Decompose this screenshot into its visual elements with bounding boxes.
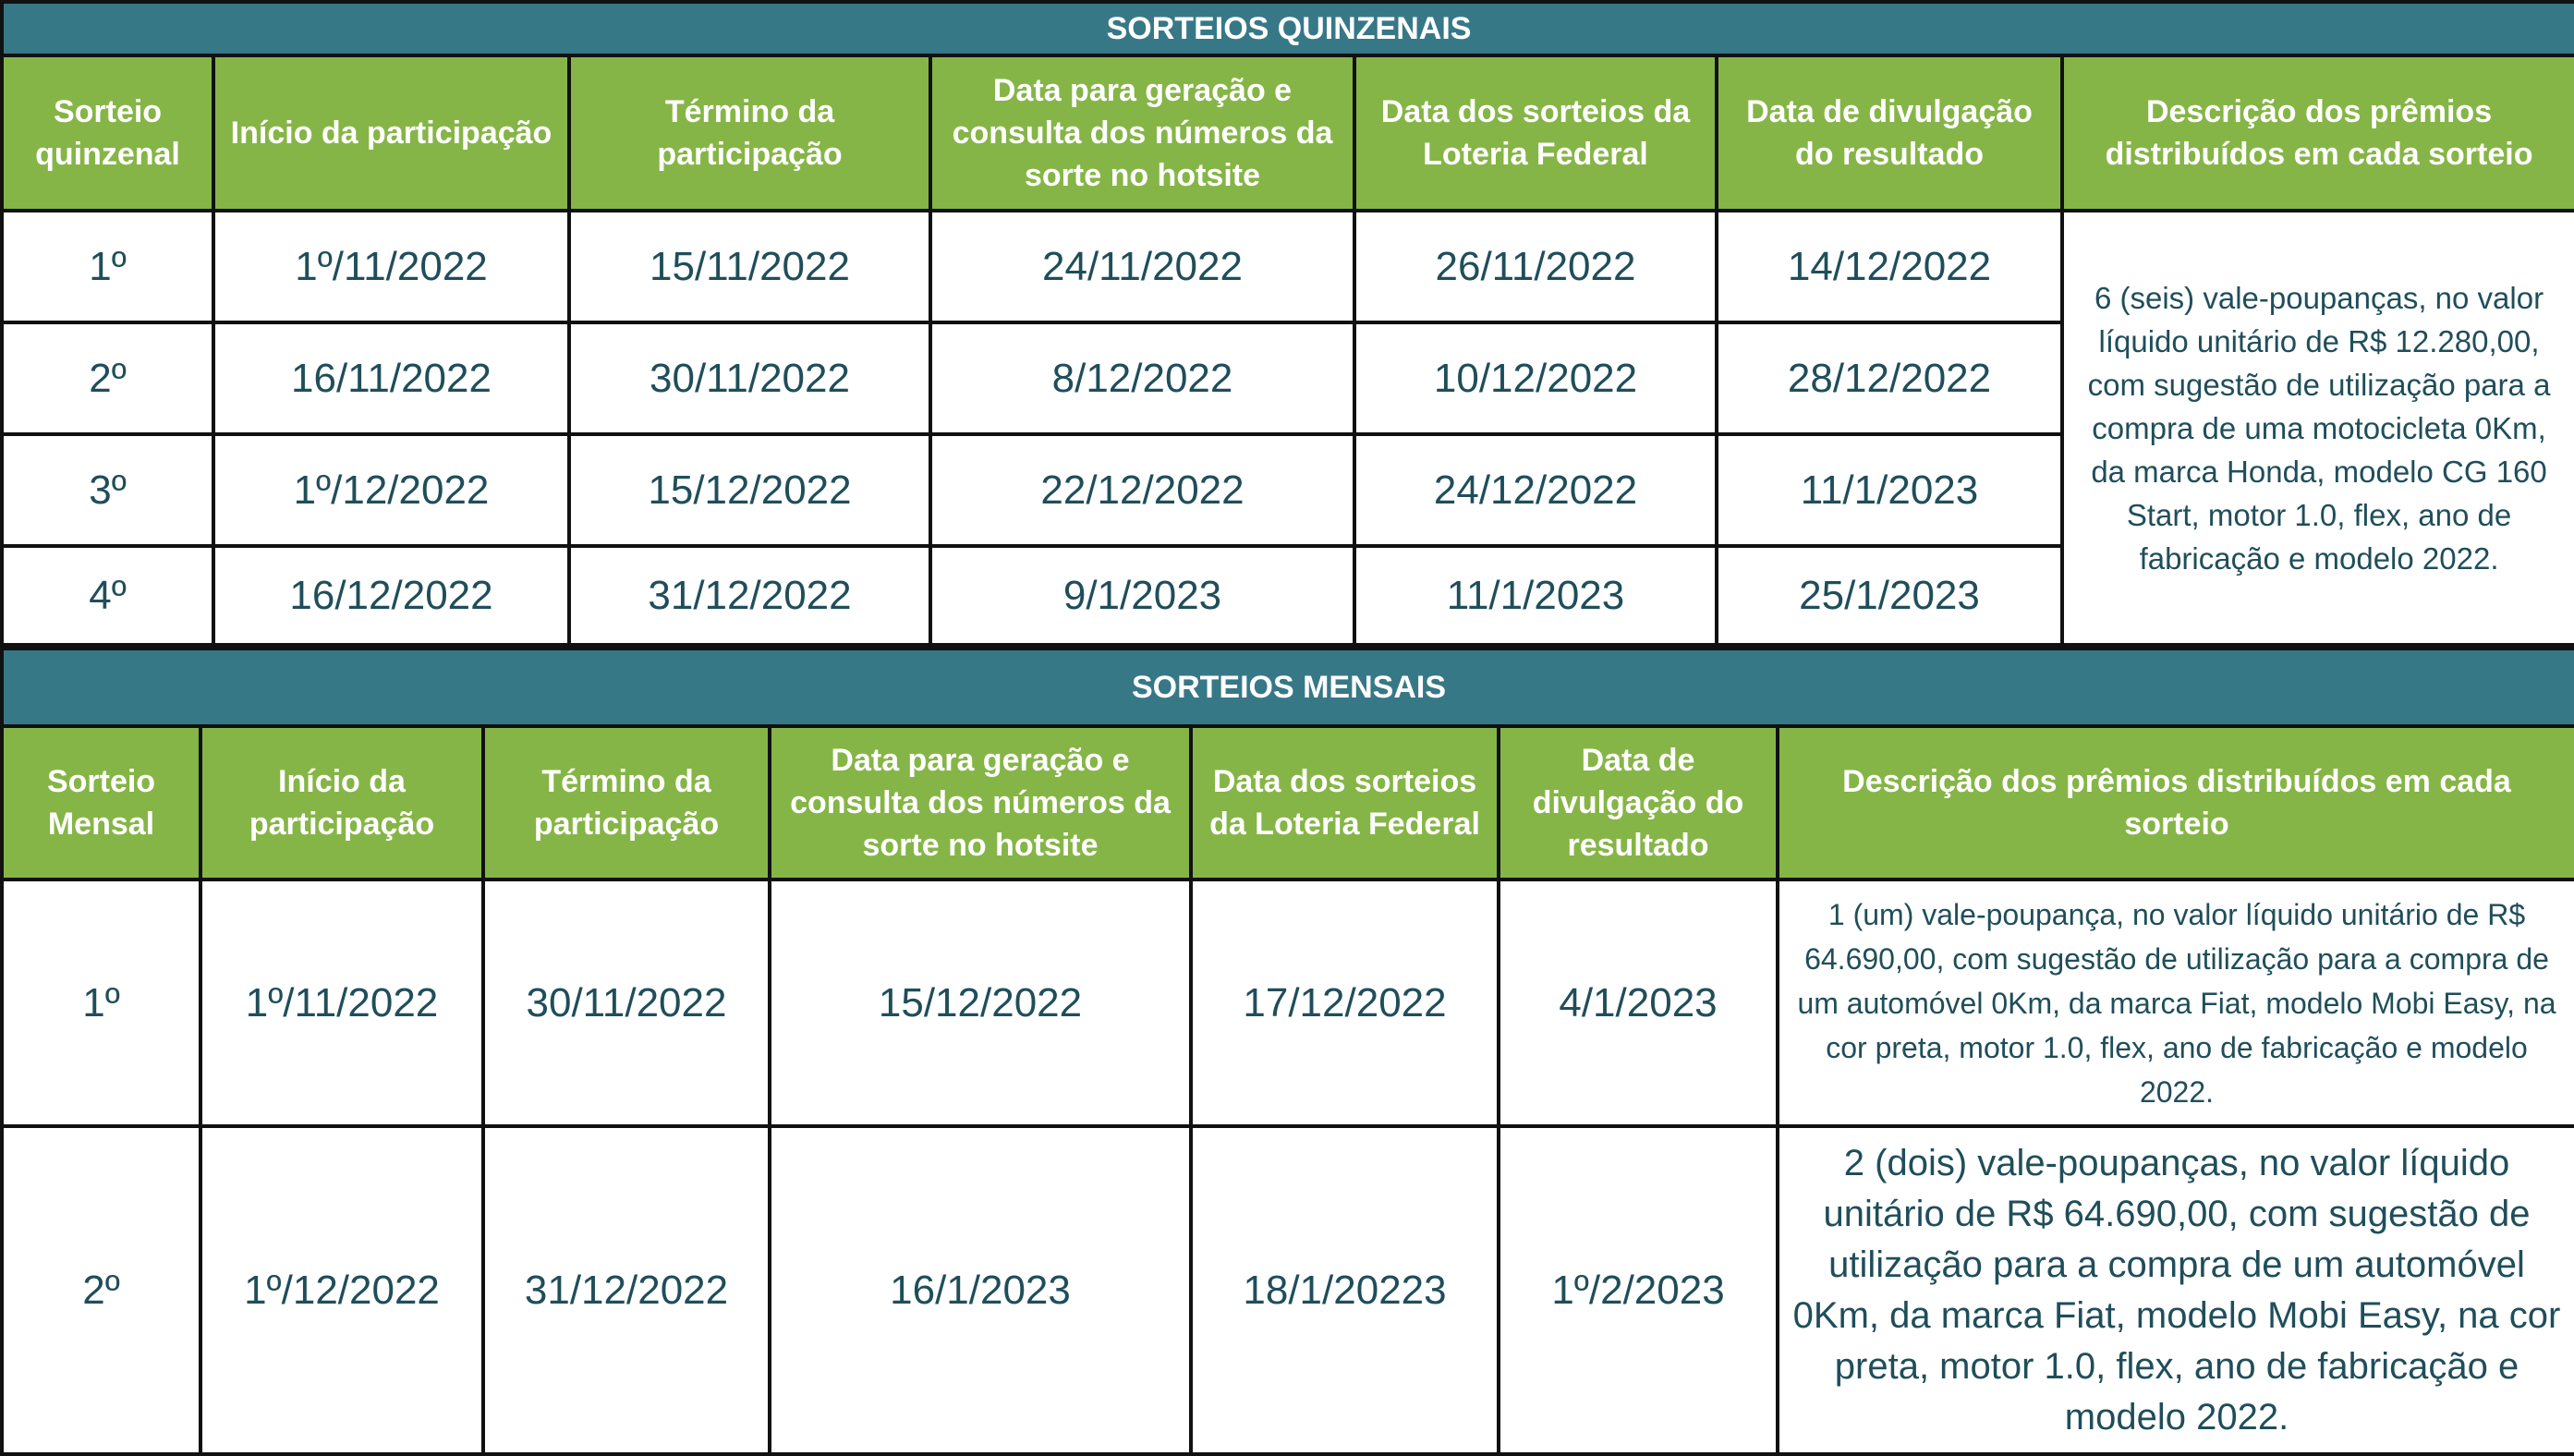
column-header: Data de divulgação do resultado [1497, 724, 1779, 881]
table-cell: 1º/2/2023 [1497, 1124, 1779, 1456]
table-cell: 25/1/2023 [1715, 544, 2064, 647]
table-row: 1º 1º/11/2022 15/11/2022 24/11/2022 26/11/20… [0, 209, 2574, 647]
table-cell: 1º [0, 209, 215, 324]
table-row: 2º 1º/12/2022 31/12/2022 16/1/2023 18/1/2022… [0, 1124, 2574, 1456]
table-row: 2º 16/11/2022 30/11/2022 8/12/2022 10/12/202… [0, 321, 2574, 436]
table-cell: 3º [0, 432, 215, 548]
table-cell: 4º [0, 544, 215, 647]
table-cell: 11/1/2023 [1715, 432, 2064, 548]
column-header: Descrição dos prêmios distribuídos em ca… [2059, 54, 2574, 212]
table-cell: 18/1/20223 [1189, 1124, 1500, 1456]
table-cell: 26/11/2022 [1353, 209, 1718, 324]
column-header: Sorteio quinzenal [0, 54, 215, 212]
column-header: Início da participação [199, 724, 485, 881]
column-header: Término da participação [567, 54, 932, 212]
table-cell: 14/12/2022 [1715, 209, 2064, 324]
column-header: Data de divulgação do resultado [1715, 54, 2064, 212]
table-cell: 10/12/2022 [1353, 321, 1718, 436]
column-header: Data dos sorteios da Loteria Federal [1189, 724, 1500, 881]
prize-description: 1 (um) vale-poupança, no valor líquido u… [1776, 878, 2574, 1128]
column-header: Sorteio Mensal [0, 724, 202, 881]
column-header: Data dos sorteios da Loteria Federal [1353, 54, 1718, 212]
table-cell: 17/12/2022 [1189, 878, 1500, 1128]
table-cell: 2º [0, 321, 215, 436]
table-cell: 22/12/2022 [929, 432, 1356, 548]
quinzenal-title: SORTEIOS QUINZENAIS [0, 0, 2574, 57]
table-cell: 31/12/2022 [481, 1124, 771, 1456]
table-cell: 8/12/2022 [929, 321, 1356, 436]
quinzenal-table: SORTEIOS QUINZENAIS Sorteio quinzenal Iní… [0, 0, 2574, 647]
table-cell: 1º/11/2022 [212, 209, 571, 324]
table-cell: 16/11/2022 [212, 321, 571, 436]
table-cell: 15/11/2022 [567, 209, 932, 324]
table-cell: 9/1/2023 [929, 544, 1356, 647]
mensal-table: SORTEIOS MENSAIS Sorteio Mensal Início da… [0, 647, 2574, 1456]
prize-description: 2 (dois) vale-poupanças, no valor líquid… [1776, 1124, 2574, 1456]
column-header: Início da participação [212, 54, 571, 212]
table-row: 4º 16/12/2022 31/12/2022 9/1/2023 11/1/2023 2… [0, 544, 2574, 647]
column-header: Data para geração e consulta dos números… [929, 54, 1356, 212]
table-cell: 2º [0, 1124, 202, 1456]
column-header: Descrição dos prêmios distribuídos em ca… [1776, 724, 2574, 881]
table-cell: 16/12/2022 [212, 544, 571, 647]
table-row: 1º 1º/11/2022 30/11/2022 15/12/2022 17/12/20… [0, 878, 2574, 1128]
table-cell: 30/11/2022 [481, 878, 771, 1128]
table-cell: 28/12/2022 [1715, 321, 2064, 436]
column-header: Término da participação [481, 724, 771, 881]
table-cell: 11/1/2023 [1353, 544, 1718, 647]
prize-description: 6 (seis) vale-poupanças, no valor líquid… [2059, 209, 2574, 647]
table-cell: 1º [0, 878, 202, 1128]
table-cell: 24/11/2022 [929, 209, 1356, 324]
table-cell: 15/12/2022 [567, 432, 932, 548]
table-cell: 31/12/2022 [567, 544, 932, 647]
table-cell: 1º/12/2022 [212, 432, 571, 548]
table-cell: 24/12/2022 [1353, 432, 1718, 548]
column-header: Data para geração e consulta dos números… [768, 724, 1193, 881]
table-cell: 4/1/2023 [1497, 878, 1779, 1128]
table-cell: 15/12/2022 [768, 878, 1193, 1128]
table-cell: 1º/11/2022 [199, 878, 485, 1128]
mensal-title: SORTEIOS MENSAIS [0, 647, 2574, 728]
table-cell: 30/11/2022 [567, 321, 932, 436]
table-cell: 1º/12/2022 [199, 1124, 485, 1456]
table-row: 3º 1º/12/2022 15/12/2022 22/12/2022 24/12/20… [0, 432, 2574, 548]
table-cell: 16/1/2023 [768, 1124, 1193, 1456]
